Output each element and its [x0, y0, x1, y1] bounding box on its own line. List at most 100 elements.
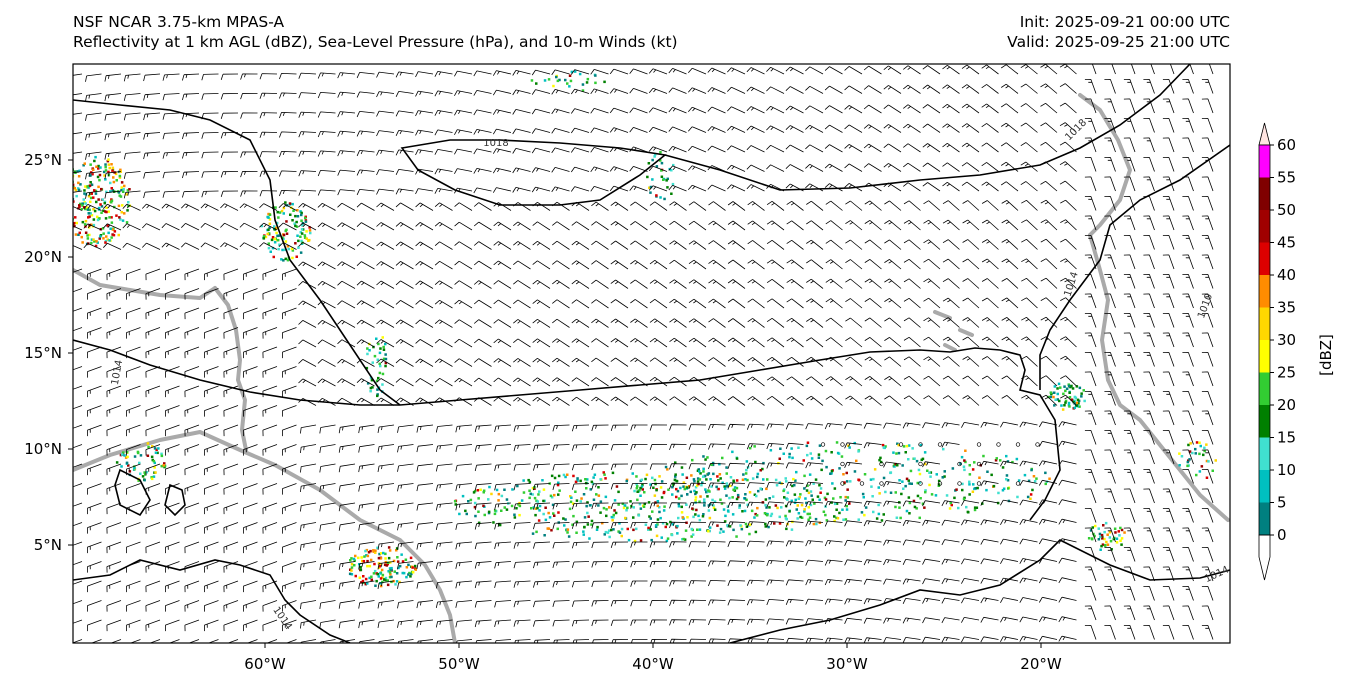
- wind-barb: [358, 444, 375, 453]
- wind-barb: [669, 424, 687, 431]
- reflectivity-cell: [1029, 493, 1033, 496]
- isobar-1018-high: [400, 139, 667, 206]
- reflectivity-cell: [726, 505, 730, 508]
- reflectivity-cell: [950, 503, 953, 507]
- wind-barb: [649, 619, 668, 626]
- wind-barb: [298, 72, 317, 79]
- reflectivity-cell: [107, 170, 110, 174]
- wind-barb: [184, 619, 200, 632]
- wind-barb: [317, 222, 336, 231]
- reflectivity-cell: [797, 446, 800, 449]
- wind-barb: [1104, 137, 1116, 153]
- reflectivity-cell: [571, 502, 575, 505]
- wind-barb: [356, 280, 375, 289]
- wind-barb: [1162, 215, 1175, 231]
- wind-barb: [688, 259, 707, 270]
- wind-barb: [630, 260, 648, 270]
- wind-barb: [220, 93, 239, 100]
- reflectivity-cell: [268, 213, 272, 216]
- reflectivity-cell: [823, 496, 827, 500]
- reflectivity-cell: [677, 497, 681, 500]
- wind-barb: [884, 278, 902, 289]
- wind-barb: [1123, 488, 1136, 504]
- wind-barb: [262, 346, 278, 359]
- wind-barb: [1162, 371, 1175, 387]
- wind-barb: [786, 200, 804, 211]
- reflectivity-cell: [383, 578, 386, 581]
- wind-barb: [591, 396, 609, 406]
- wind-barb: [1143, 157, 1155, 172]
- reflectivity-cell: [111, 188, 115, 192]
- wind-barb: [845, 356, 863, 367]
- reflectivity-cell: [807, 491, 811, 495]
- wind-barb: [864, 239, 882, 250]
- wind-barb: [942, 395, 960, 406]
- reflectivity-cell: [1118, 534, 1121, 537]
- reflectivity-cell: [1100, 544, 1103, 548]
- wind-barb: [708, 638, 726, 643]
- reflectivity-cell: [897, 443, 900, 447]
- reflectivity-cell: [790, 499, 793, 503]
- wind-barb: [377, 424, 395, 433]
- wind-barb: [1001, 200, 1019, 211]
- wind-barb: [126, 385, 141, 398]
- reflectivity-cell: [635, 527, 638, 531]
- reflectivity-cell: [684, 529, 688, 532]
- colorbar-segment: [1259, 470, 1270, 503]
- reflectivity-cell: [997, 491, 1000, 495]
- reflectivity-cell: [89, 174, 92, 177]
- reflectivity-cell: [534, 513, 537, 517]
- wind-barb: [319, 522, 336, 531]
- reflectivity-cell: [77, 181, 80, 185]
- reflectivity-cell: [401, 560, 405, 563]
- reflectivity-cell: [1093, 534, 1096, 538]
- reflectivity-cell: [653, 155, 656, 158]
- reflectivity-cell: [474, 514, 477, 518]
- reflectivity-cell: [694, 486, 698, 489]
- reflectivity-cell: [368, 349, 371, 352]
- wind-barb: [243, 619, 258, 632]
- reflectivity-cell: [733, 486, 737, 489]
- wind-barb: [591, 561, 609, 568]
- reflectivity-cell: [517, 503, 520, 506]
- wind-barb: [591, 377, 609, 387]
- lesser-antilles-coast: [213, 286, 248, 452]
- reflectivity-cell: [546, 527, 549, 530]
- wind-barb: [805, 501, 824, 508]
- wind-barb: [825, 298, 843, 309]
- wind-barb: [262, 307, 278, 320]
- wind-barb: [591, 541, 609, 549]
- reflectivity-cell: [93, 209, 97, 213]
- wind-barb: [474, 444, 492, 452]
- wind-barb: [184, 327, 200, 339]
- wind-barb: [746, 184, 765, 192]
- reflectivity-cell: [614, 511, 618, 515]
- wind-barb: [766, 317, 785, 328]
- colorbar-tick-label: 10: [1277, 461, 1296, 479]
- wind-barb: [571, 619, 590, 627]
- wind-barb: [1143, 449, 1155, 465]
- wind-barb: [1084, 449, 1097, 465]
- wind-barb: [513, 377, 531, 387]
- wind-barb: [513, 358, 531, 367]
- reflectivity-cell: [808, 473, 812, 476]
- reflectivity-cell: [990, 473, 993, 477]
- reflectivity-cell: [638, 502, 642, 506]
- reflectivity-cell: [921, 457, 925, 461]
- wind-barb: [785, 501, 804, 508]
- reflectivity-cell: [659, 486, 663, 489]
- reflectivity-cell: [741, 510, 744, 513]
- wind-barb: [1201, 625, 1214, 640]
- reflectivity-cell: [793, 484, 796, 487]
- wind-barb: [204, 541, 219, 554]
- wind-barb: [922, 422, 941, 429]
- wind-barb: [591, 444, 609, 451]
- reflectivity-cell: [282, 233, 286, 237]
- wind-barb: [863, 85, 882, 94]
- wind-barb: [415, 339, 434, 348]
- wind-barb: [106, 366, 122, 378]
- wind-barb: [1162, 508, 1175, 523]
- reflectivity-cell: [707, 504, 711, 507]
- wind-barb: [337, 378, 356, 387]
- wind-barb: [961, 636, 980, 643]
